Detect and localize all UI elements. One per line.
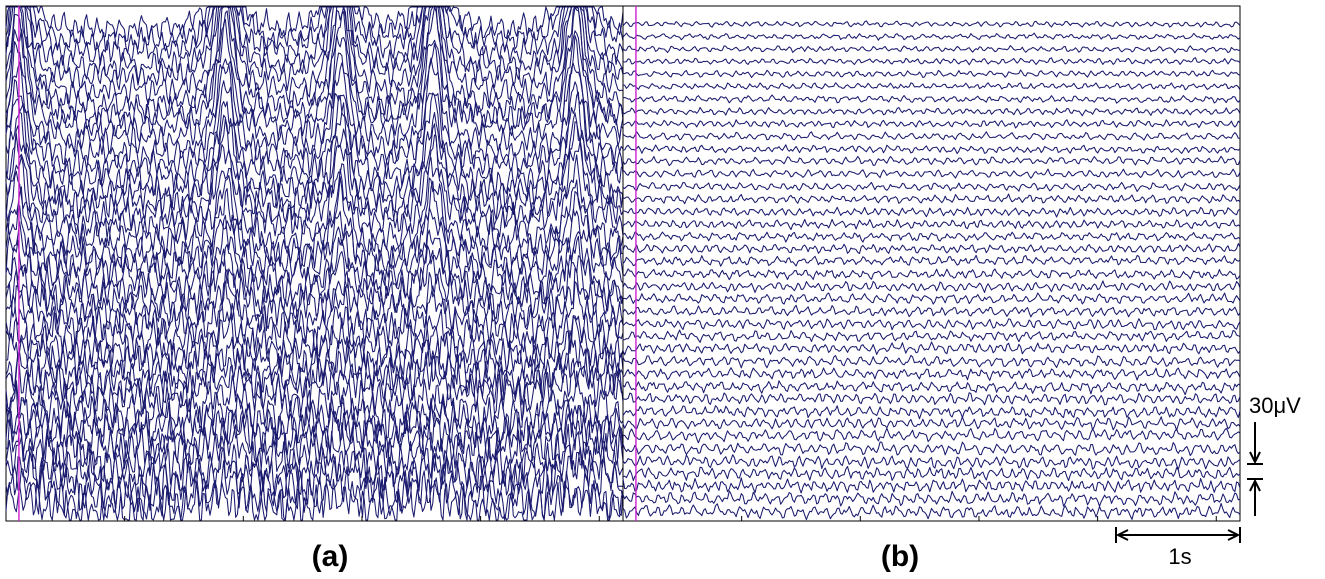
panel-a-ticks	[124, 516, 600, 521]
panel-a-channel-trace	[5, 6, 624, 143]
voltage-scale-bar: 30μV	[1247, 393, 1301, 516]
panel-b-ticks	[741, 516, 1217, 521]
panel-a-channel-trace	[5, 6, 624, 92]
panel-a-channel-trace	[5, 91, 624, 212]
panel-b-label: (b)	[881, 540, 919, 573]
panel-b-channel-trace	[622, 168, 1241, 179]
panel-b-channel-trace	[622, 292, 1241, 305]
panel-b-frame	[622, 5, 1241, 522]
panel-a-channel-trace	[5, 407, 624, 474]
panel-b-channel-trace	[622, 380, 1241, 396]
panel-b-channel-trace	[622, 341, 1241, 356]
panel-b-channel-trace	[622, 427, 1241, 444]
panel-b-channel-trace	[622, 367, 1241, 381]
time-scale-arrowhead-right	[1227, 529, 1241, 541]
panel-b-channel-trace	[622, 231, 1241, 243]
panel-a-channel-trace	[5, 6, 624, 82]
panel-b-channel-trace	[622, 280, 1241, 293]
panel-a-traces	[5, 6, 624, 521]
panel-a	[5, 5, 624, 522]
panel-b-channel-trace	[622, 318, 1241, 331]
panel-a-channel-trace	[6, 6, 624, 43]
panel-b-channel-trace	[622, 181, 1241, 193]
panel-b-channel-trace	[622, 131, 1241, 141]
panel-b-channel-trace	[622, 193, 1241, 205]
panel-b-channel-trace	[623, 82, 1241, 91]
panel-b-channel-trace	[622, 465, 1241, 482]
panel-a-channel-trace	[5, 314, 624, 388]
panel-b-channel-trace	[622, 57, 1241, 66]
panel-b-channel-trace	[622, 454, 1241, 470]
panel-b-channel-trace	[622, 20, 1241, 28]
panel-a-channel-trace	[5, 118, 624, 235]
panel-b-channel-trace	[622, 69, 1241, 79]
panel-a-channel-trace	[5, 132, 624, 247]
panel-b-channel-trace	[622, 392, 1241, 406]
panel-b-channel-trace	[622, 490, 1241, 507]
panel-a-channel-trace	[5, 435, 624, 506]
panel-a-channel-trace	[5, 205, 624, 298]
voltage-scale-arrowhead-bottom	[1249, 478, 1261, 492]
panel-a-channel-trace	[5, 280, 624, 360]
panel-a-channel-trace	[5, 79, 624, 197]
panel-b-channel-trace	[622, 477, 1241, 494]
panel-b-channel-trace	[622, 329, 1241, 343]
panel-a-channel-trace	[5, 176, 624, 286]
panel-b	[622, 5, 1241, 522]
panel-b-channel-trace	[622, 206, 1241, 218]
time-scale-label: 1s	[1168, 544, 1191, 569]
time-scale-arrowhead-left	[1115, 529, 1129, 541]
panel-a-channel-trace	[5, 293, 624, 374]
panel-a-channel-trace	[5, 35, 624, 172]
panel-b-channel-trace	[622, 441, 1241, 457]
panel-b-channel-trace	[622, 94, 1241, 104]
panel-b-channel-trace	[622, 254, 1241, 267]
panel-b-channel-trace	[622, 106, 1241, 117]
panel-a-channel-trace	[6, 6, 624, 66]
panel-a-channel-trace	[5, 214, 624, 310]
panel-b-channel-trace	[622, 354, 1241, 369]
panel-b-channel-trace	[622, 243, 1241, 255]
panel-a-channel-trace	[5, 445, 624, 512]
panel-a-channel-trace	[5, 235, 624, 322]
time-scale-bar: 1s	[1115, 527, 1241, 569]
panel-b-channel-trace	[622, 405, 1241, 420]
panel-a-channel-trace	[5, 267, 624, 349]
panel-a-channel-trace	[5, 6, 624, 123]
panel-b-channel-trace	[622, 32, 1241, 41]
panel-b-channel-trace	[622, 502, 1241, 521]
panel-b-channel-trace	[622, 218, 1241, 231]
panel-b-channel-trace	[622, 45, 1241, 54]
voltage-scale-label: 30μV	[1249, 393, 1301, 418]
panel-a-channel-trace	[5, 168, 624, 273]
panel-a-channel-trace	[5, 248, 624, 332]
panel-a-channel-trace	[5, 385, 624, 450]
panel-b-traces	[622, 20, 1241, 521]
panel-b-channel-trace	[622, 144, 1241, 155]
panel-a-channel-trace	[5, 6, 624, 107]
panel-a-channel-trace	[5, 6, 624, 132]
panel-a-channel-trace	[5, 478, 624, 521]
panel-b-channel-trace	[622, 416, 1241, 431]
panel-a-channel-trace	[5, 57, 624, 185]
panel-a-channel-trace	[5, 340, 624, 410]
panel-b-channel-trace	[622, 268, 1241, 281]
panel-a-channel-trace	[6, 6, 624, 54]
panel-b-channel-trace	[622, 304, 1241, 318]
panel-b-channel-trace	[622, 119, 1241, 129]
panel-a-channel-trace	[5, 102, 624, 221]
panel-b-channel-trace	[622, 155, 1241, 167]
panel-a-label: (a)	[312, 540, 349, 573]
voltage-scale-arrowhead-top	[1249, 451, 1261, 465]
